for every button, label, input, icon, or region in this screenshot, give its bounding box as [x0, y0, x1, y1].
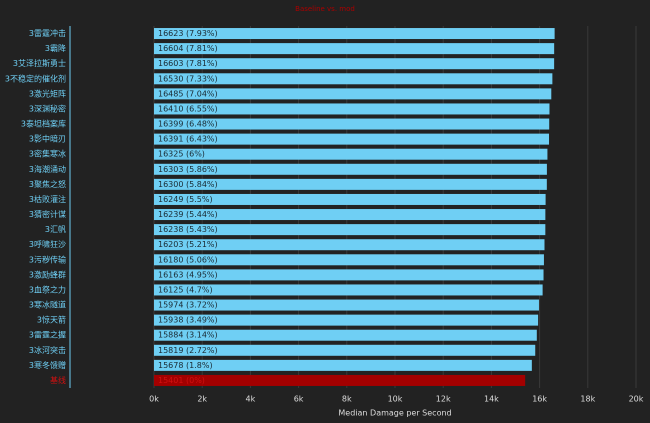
- category-label: 3寒冰隧道: [29, 300, 66, 310]
- bar: [154, 178, 547, 190]
- value-label: 16530 (7.33%): [158, 74, 218, 83]
- bar: [154, 58, 555, 70]
- bar: [154, 299, 539, 311]
- x-tick-label: 18k: [580, 395, 595, 404]
- bar: [154, 103, 550, 115]
- bar: [154, 133, 550, 145]
- value-label: 16391 (6.43%): [158, 135, 218, 144]
- category-label: 3猜密计谋: [29, 209, 66, 219]
- bar: [154, 118, 550, 130]
- value-label: 15938 (3.49%): [158, 316, 218, 325]
- value-label: 15819 (2.72%): [158, 346, 218, 355]
- value-label: 15974 (3.72%): [158, 301, 218, 310]
- value-label: 16485 (7.04%): [158, 89, 218, 98]
- x-axis-label: Median Damage per Second: [338, 409, 451, 418]
- bar: [154, 314, 539, 326]
- x-tick-label: 8k: [342, 395, 352, 404]
- bar: [154, 269, 544, 281]
- value-label: 16325 (6%): [158, 150, 205, 159]
- category-label: 3惊天箭: [37, 315, 66, 325]
- x-tick-label: 14k: [484, 395, 499, 404]
- category-label: 3影中暗刃: [29, 134, 66, 144]
- value-label: 16300 (5.84%): [158, 180, 218, 189]
- bar: [154, 163, 547, 175]
- x-tick-label: 6k: [294, 395, 304, 404]
- bar: [154, 209, 546, 221]
- x-tick-label: 10k: [388, 395, 403, 404]
- value-label: 16603 (7.81%): [158, 59, 218, 68]
- value-label: 16203 (5.21%): [158, 240, 218, 249]
- category-label: 3密集寒冰: [29, 149, 66, 159]
- category-label: 3泰坦档案库: [21, 119, 66, 129]
- value-label: 15678 (1.8%): [158, 361, 213, 370]
- bar: [154, 359, 532, 371]
- category-label: 3不稳定的催化剂: [5, 73, 66, 83]
- value-label: 16303 (5.86%): [158, 165, 218, 174]
- value-label: 16410 (6.55%): [158, 104, 218, 113]
- category-label: 3聚焦之怒: [29, 179, 66, 189]
- bar: [154, 239, 545, 251]
- bar: [154, 148, 548, 160]
- value-label: 15401 (0%): [158, 376, 205, 385]
- value-label: 16604 (7.81%): [158, 44, 218, 53]
- x-tick-label: 12k: [436, 395, 451, 404]
- category-label: 3呼啸狂沙: [29, 239, 66, 249]
- value-label: 16180 (5.06%): [158, 255, 218, 264]
- chart-title: Baseline vs. mod: [295, 5, 355, 13]
- bar: [154, 43, 555, 55]
- x-tick-label: 4k: [246, 395, 256, 404]
- value-label: 16399 (6.48%): [158, 120, 218, 129]
- value-label: 15884 (3.14%): [158, 331, 218, 340]
- category-label: 3艾泽拉斯勇士: [13, 58, 66, 68]
- category-label: 3雷霆冲击: [29, 28, 66, 38]
- bar: [154, 329, 537, 341]
- value-label: 16239 (5.44%): [158, 210, 218, 219]
- category-label: 3枯败灌注: [29, 194, 66, 204]
- value-label: 16623 (7.93%): [158, 29, 218, 38]
- bar: [154, 284, 543, 296]
- category-label: 3污秽传输: [29, 254, 66, 264]
- category-label: 3海潮涌动: [29, 164, 66, 174]
- x-tick-label: 16k: [532, 395, 547, 404]
- x-tick-label: 20k: [629, 395, 644, 404]
- category-label: 3血祭之力: [29, 284, 66, 294]
- bar: [154, 374, 526, 386]
- x-tick-label: 0k: [149, 395, 159, 404]
- category-label: 3激励蜂群: [29, 269, 66, 279]
- value-label: 16125 (4.7%): [158, 285, 213, 294]
- category-label: 3汇帆: [45, 224, 66, 234]
- value-label: 16249 (5.5%): [158, 195, 213, 204]
- category-label: 3激光矩阵: [29, 88, 66, 98]
- bar: [154, 88, 552, 100]
- category-label: 3深渊秘密: [29, 103, 66, 113]
- bar: [154, 28, 555, 40]
- category-label: 3雷霆之握: [29, 330, 66, 340]
- bar: [154, 73, 553, 85]
- category-label: 基线: [50, 375, 66, 385]
- bar: [154, 193, 546, 205]
- bar: [154, 224, 546, 236]
- category-label: 3冰河突击: [29, 345, 66, 355]
- bar: [154, 344, 536, 356]
- bar: [154, 254, 544, 266]
- value-label: 16163 (4.95%): [158, 270, 218, 279]
- value-label: 16238 (5.43%): [158, 225, 218, 234]
- x-tick-label: 2k: [197, 395, 207, 404]
- category-label: 3寒冬馈赠: [29, 360, 66, 370]
- category-label: 3霸降: [45, 43, 66, 53]
